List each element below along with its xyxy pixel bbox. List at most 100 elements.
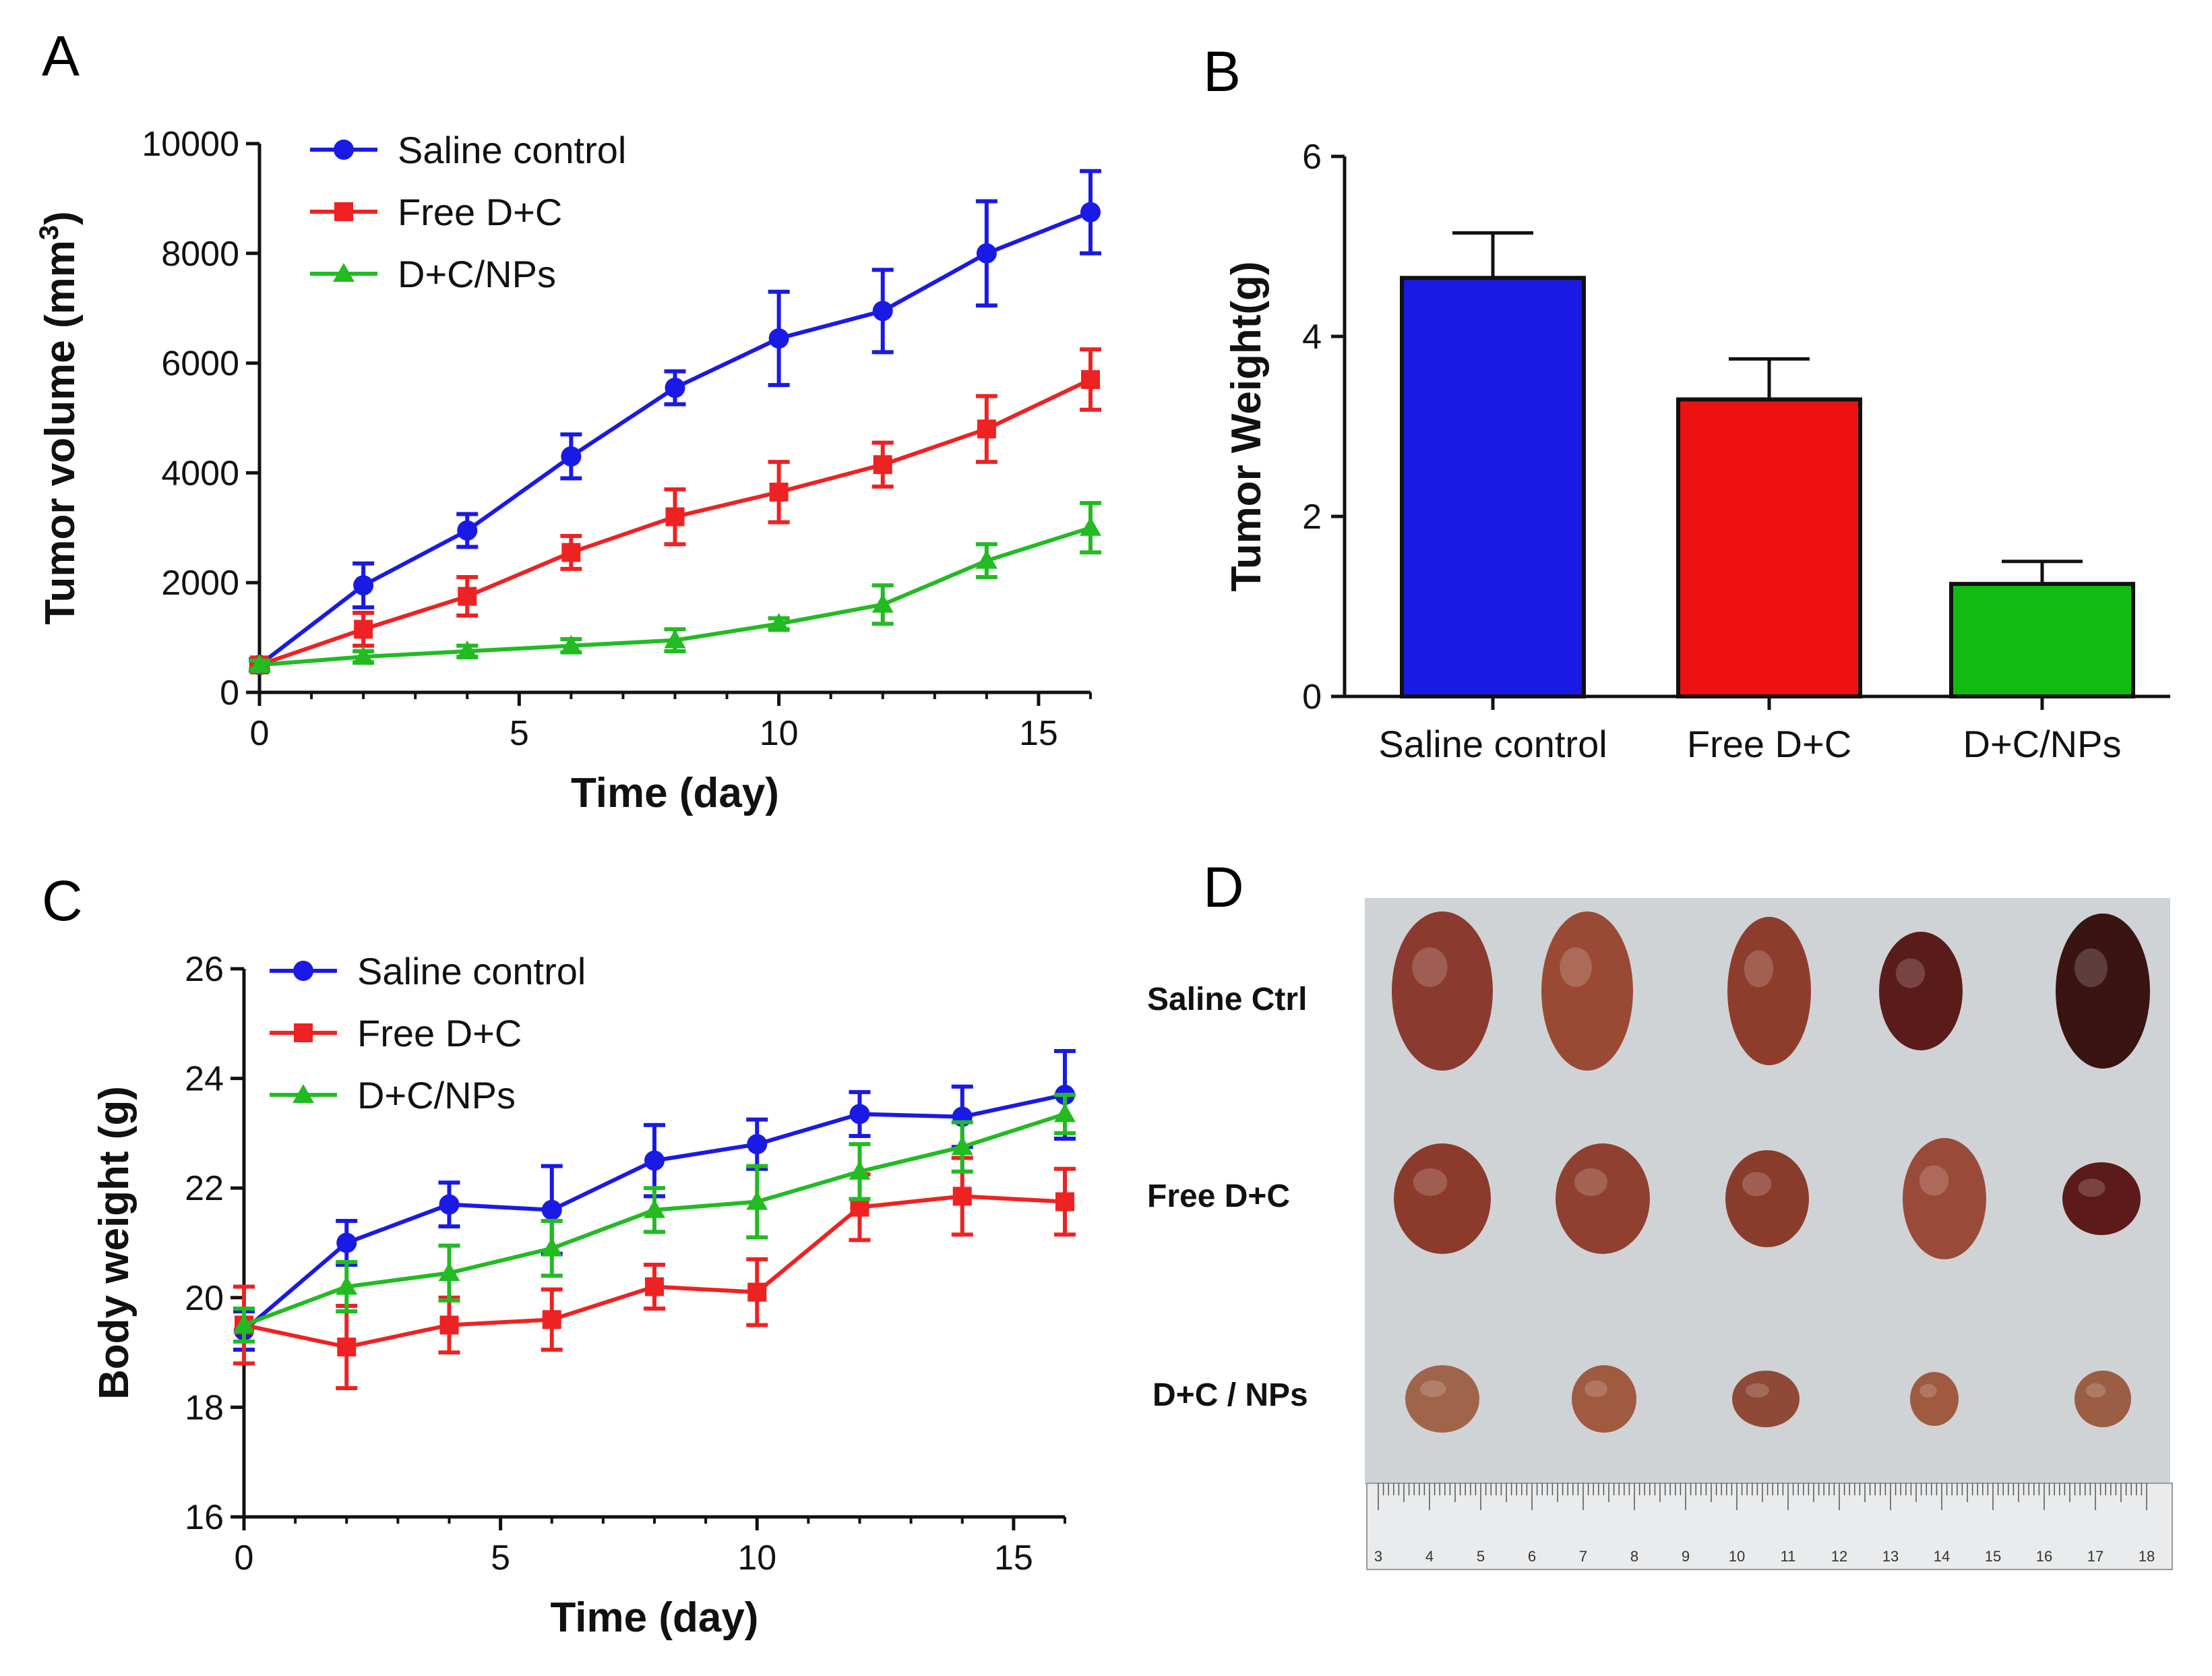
- ruler-number: 7: [1579, 1548, 1587, 1565]
- data-point: [644, 1199, 665, 1218]
- tumor-highlight: [2078, 1178, 2106, 1197]
- y-tick-label: 10000: [142, 125, 239, 164]
- y-tick-label: 18: [185, 1388, 224, 1427]
- bar-free-d-c: [1676, 397, 1862, 698]
- tumor: [2062, 1162, 2141, 1235]
- data-point: [336, 1276, 358, 1295]
- panel-letter-d: D: [1203, 856, 1244, 919]
- photo-row-label-saline: Saline Ctrl: [1147, 982, 1307, 1017]
- ruler-number: 3: [1374, 1548, 1382, 1565]
- data-point: [560, 634, 582, 654]
- data-point: [561, 543, 581, 562]
- tumor-highlight: [1420, 1380, 1446, 1398]
- tumor-highlight: [1744, 950, 1774, 988]
- legend-marker: [293, 1084, 314, 1103]
- data-point: [354, 620, 373, 639]
- ruler-number: 18: [2139, 1548, 2155, 1565]
- data-point: [1054, 1103, 1076, 1123]
- bar-d-c-nps: [1949, 582, 2135, 698]
- ruler: 3 4 5 6 7 8 9 10 11 12 13 14 15 16 17 18: [1366, 1483, 2173, 1570]
- data-point: [249, 654, 270, 674]
- tumor: [1405, 1365, 1479, 1433]
- ruler-number: 13: [1882, 1548, 1899, 1565]
- data-point: [665, 507, 685, 527]
- y-axis-title: Body weight (g): [91, 1086, 137, 1400]
- photo-row-label-free: Free D+C: [1147, 1178, 1290, 1214]
- tumor: [1572, 1365, 1636, 1433]
- tumor: [1394, 1143, 1491, 1254]
- data-point: [1080, 516, 1101, 536]
- data-point: [456, 640, 479, 659]
- data-point: [952, 1187, 972, 1206]
- x-tick-label: 0: [250, 714, 270, 753]
- x-tick-label: 15: [994, 1538, 1033, 1578]
- x-tick-label: 10: [760, 714, 799, 753]
- data-point: [561, 446, 582, 467]
- ruler-number: 15: [1985, 1548, 2001, 1565]
- data-point: [849, 1104, 870, 1125]
- y-axis-title: Tumor Weight(g): [1223, 261, 1270, 591]
- data-point: [337, 1337, 357, 1356]
- tumor-highlight: [1413, 1168, 1448, 1196]
- y-tick-label: 2: [1302, 498, 1322, 537]
- y-tick-label: 6: [1302, 138, 1322, 177]
- tumor-highlight: [1919, 1165, 1949, 1196]
- tumor-highlight: [1895, 958, 1926, 988]
- ruler-number: 5: [1477, 1548, 1485, 1565]
- data-point: [352, 646, 375, 665]
- data-point: [665, 378, 685, 398]
- ruler-number: 17: [2087, 1548, 2103, 1565]
- category-label: D+C/NPs: [1963, 723, 2122, 765]
- ruler-number: 12: [1831, 1548, 1847, 1565]
- tumor: [1732, 1371, 1800, 1427]
- y-tick-label: 6000: [161, 345, 239, 384]
- ruler-number: 10: [1729, 1548, 1745, 1565]
- data-point: [664, 629, 686, 649]
- panel-letter-b: B: [1203, 40, 1241, 103]
- data-point: [975, 549, 997, 569]
- y-tick-label: 2000: [161, 564, 239, 603]
- tumor-samples: [1392, 911, 2150, 1433]
- y-axis-title-main: Body weight (g): [91, 1086, 137, 1400]
- x-tick-label: 5: [491, 1538, 510, 1578]
- data-point: [872, 301, 893, 322]
- tumor-highlight: [1574, 1168, 1607, 1196]
- ruler-number: 11: [1781, 1548, 1796, 1565]
- ruler-number: 9: [1682, 1548, 1690, 1565]
- tumor: [1910, 1372, 1959, 1426]
- data-point: [747, 1134, 768, 1155]
- tumor: [1879, 932, 1963, 1050]
- y-tick-label: 24: [185, 1060, 224, 1099]
- y-axis-title-main: Tumor volume (mm: [37, 240, 84, 625]
- tumor: [2056, 914, 2150, 1069]
- y-tick-label: 4: [1302, 318, 1322, 357]
- data-point: [439, 1315, 459, 1335]
- legend-marker: [334, 202, 353, 221]
- y-axis-title-superscript: 3: [34, 225, 64, 240]
- chart-b-tumor-weight: 0 2 4 6 Tumor Weight(g) Saline control Free D+…: [1223, 138, 2170, 765]
- legend-label: Saline control: [398, 129, 626, 171]
- legend-label: D+C/NPs: [398, 253, 556, 295]
- series-saline-control: Saline control: [249, 129, 1101, 676]
- legend-label: Saline control: [357, 950, 586, 992]
- data-point: [1080, 202, 1101, 222]
- photo-row-label-nps: D+C / NPs: [1153, 1377, 1308, 1413]
- legend-label: Free D+C: [398, 191, 562, 233]
- tumor-highlight: [1919, 1384, 1937, 1398]
- ruler-number: 6: [1528, 1548, 1536, 1565]
- tumor: [2075, 1371, 2131, 1427]
- tumor-highlight: [1742, 1172, 1772, 1197]
- x-tick-label: 10: [737, 1538, 776, 1578]
- legend-marker: [333, 263, 355, 282]
- x-axis-title: Time (day): [571, 770, 779, 816]
- y-tick-label: 0: [220, 674, 239, 713]
- x-tick-label: 5: [510, 714, 529, 753]
- data-point: [541, 1199, 562, 1220]
- data-point: [849, 1160, 871, 1180]
- y-tick-label: 0: [1302, 678, 1322, 717]
- x-tick-label: 15: [1019, 714, 1058, 753]
- data-point: [768, 328, 789, 349]
- series-free-d-c: Free D+C: [249, 191, 1101, 675]
- legend-marker: [334, 140, 354, 160]
